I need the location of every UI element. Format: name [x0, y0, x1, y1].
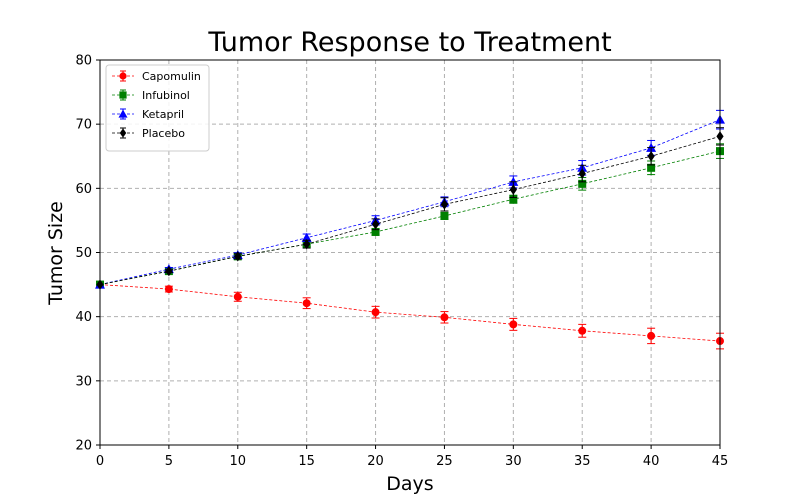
legend-item-ketapril: Ketapril	[112, 108, 184, 121]
data-point	[165, 265, 173, 277]
data-point	[234, 251, 242, 262]
x-tick-label: 10	[230, 454, 247, 469]
x-tick-label: 20	[367, 454, 384, 469]
data-point	[302, 299, 311, 308]
data-point	[578, 179, 587, 188]
series-line	[99, 135, 721, 285]
legend-label: Ketapril	[142, 108, 184, 121]
data-point	[509, 184, 517, 195]
legend-item-placebo: Placebo	[112, 127, 185, 140]
chart-title: Tumor Response to Treatment	[207, 27, 611, 58]
x-tick-label: 40	[643, 454, 660, 469]
data-point	[440, 313, 449, 322]
legend: Capomulin Infubinol Ketapril Placebo	[105, 64, 210, 152]
x-axis-label: Days	[386, 473, 433, 495]
data-point	[440, 211, 449, 220]
legend-label: Infubinol	[142, 89, 190, 102]
data-point	[647, 151, 655, 162]
y-axis-label: Tumor Size	[45, 201, 67, 306]
x-tick-label: 45	[712, 454, 729, 469]
data-point	[371, 219, 380, 230]
series-placebo	[96, 127, 724, 290]
data-point	[164, 285, 173, 294]
y-tick-label: 80	[75, 54, 92, 69]
legend-marker	[118, 109, 128, 118]
legend-label: Placebo	[142, 127, 185, 140]
data-point	[509, 195, 518, 204]
x-tick-label: 30	[505, 454, 522, 469]
data-point	[371, 308, 380, 317]
y-tick-label: 40	[75, 310, 92, 325]
x-tick-label: 25	[436, 454, 453, 469]
legend-marker	[119, 72, 127, 80]
data-point	[371, 227, 380, 236]
y-tick-label: 70	[75, 118, 92, 133]
data-point	[440, 199, 449, 210]
series-line	[99, 284, 721, 342]
tick-layer: 0 5 10 15 20 25 30 35 40 45 20 30 40 50 60 70 80	[75, 54, 728, 470]
legend-item-capomulin: Capomulin	[112, 70, 201, 83]
legend-label: Capomulin	[142, 70, 201, 83]
legend-marker	[119, 91, 127, 99]
x-tick-label: 0	[96, 454, 104, 469]
data-point	[233, 292, 242, 301]
legend-item-infubinol: Infubinol	[112, 89, 190, 102]
legend-marker	[119, 128, 127, 138]
legend-frame	[105, 64, 210, 152]
data-point	[509, 320, 518, 329]
data-point	[303, 238, 311, 250]
x-tick-label: 5	[165, 454, 173, 469]
x-tick-label: 35	[574, 454, 591, 469]
data-point	[647, 163, 656, 172]
y-tick-label: 20	[75, 439, 92, 454]
y-tick-label: 30	[75, 374, 92, 389]
y-tick-label: 50	[75, 246, 92, 261]
y-tick-label: 60	[75, 182, 92, 197]
data-point	[578, 326, 587, 335]
data-point	[301, 232, 312, 242]
data-point	[578, 168, 586, 179]
data-point	[647, 331, 656, 340]
x-tick-label: 15	[298, 454, 315, 469]
series-line	[99, 119, 721, 285]
